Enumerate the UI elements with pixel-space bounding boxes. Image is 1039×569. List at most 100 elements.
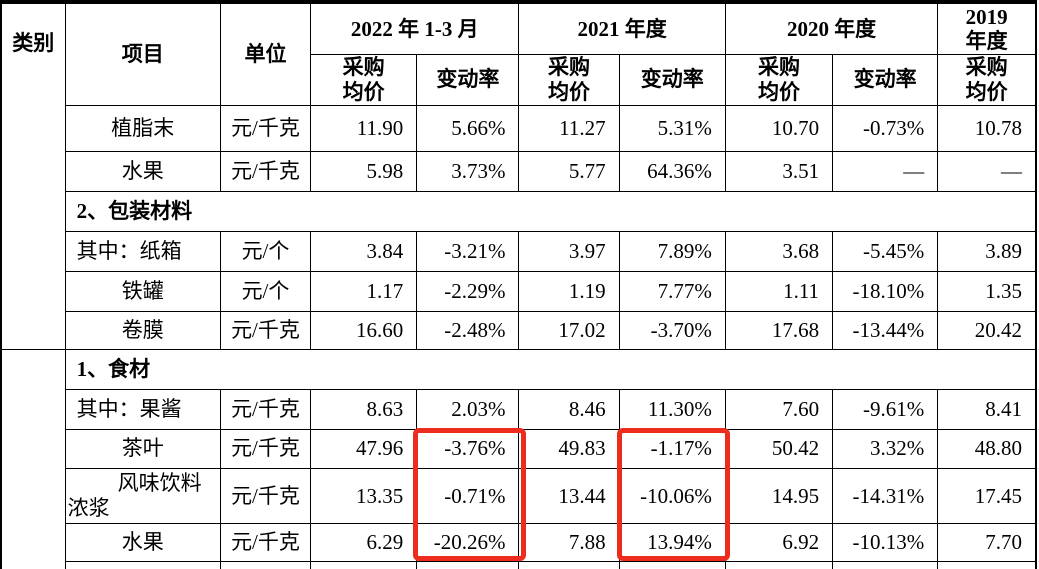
cell-unit: 元/千克 [219,104,312,152]
cell-change-2022q1: -3.21% [416,230,520,272]
cell-item: 植脂末 [64,104,221,152]
cell-change-2021: -1.17% [618,428,726,469]
cell-price-2020: 3.51 [724,150,834,192]
section-row: 1、食材 [0,348,1037,569]
cell-item: 风味饮料浓浆 [64,467,221,524]
category-group2-cell [0,348,66,569]
cell-change-2022q1 [416,560,520,569]
cell-item: 其中：果酱 [64,388,221,430]
cell-price-2022q1: 47.96 [310,428,418,469]
cell-price-2021: 8.46 [518,388,620,430]
cell-change-2020: -18.10% [832,270,939,312]
cell-price-2022q1 [310,560,418,569]
section-row: 2、包装材料 [1,190,1037,232]
table-row: 水果 元/千克 5.98 3.73% 5.77 64.36% 3.51 — — [1,150,1037,192]
cell-change-2021: 11.30% [618,388,726,430]
cell-price-2019: 3.89 [937,230,1037,272]
cell-price-2019: 1.35 [937,270,1037,312]
header-period-2022q1: 2022 年 1-3 月 [310,1,520,55]
cell-change-2022q1: 2.03% [416,388,520,430]
cell-price-2021: 5.77 [518,150,620,192]
cell-price-2022q1: 11.90 [310,104,418,152]
cell-change-2021: 7.77% [618,270,726,312]
cell-price-2019: 10.78 [937,104,1037,152]
cell-change-2020: -10.13% [832,522,939,562]
header-row-periods: 类别 项目 单位 2022 年 1-3 月 2021 年度 2020 年度 20… [0,1,1037,350]
cell-unit: 元/千克 [219,388,312,430]
cell-item [64,560,221,569]
header-item: 项目 [64,1,221,106]
cell-unit: 元/千克 [219,150,312,192]
cell-price-2019: 8.41 [937,388,1037,430]
table-row-partial [1,560,1037,569]
table-row: 铁罐 元/个 1.17 -2.29% 1.19 7.77% 1.11 -18.1… [1,270,1037,312]
cell-unit: 元/千克 [219,428,312,469]
cell-price-2021 [518,560,620,569]
header-category: 类别 [0,1,66,350]
cell-price-2021: 1.19 [518,270,620,312]
cell-change-2021: -10.06% [618,467,726,524]
cell-change-2022q1: -0.71% [416,467,520,524]
cell-change-2021: 7.89% [618,230,726,272]
cell-change-2022q1: -2.48% [416,310,520,350]
header-period-2019: 2019 年度 [937,1,1037,55]
cell-change-2020: -13.44% [832,310,939,350]
cell-price-2020: 14.95 [724,467,834,524]
cell-price-2022q1: 1.17 [310,270,418,312]
subheader-avg-2021: 采购均价 [518,53,620,106]
cell-price-2019: 17.45 [937,467,1037,524]
cell-price-2022q1: 13.35 [310,467,418,524]
subheader-avg-label: 采购均价 [965,55,1008,104]
header-unit: 单位 [219,1,312,106]
cell-price-2019 [937,560,1037,569]
cell-change-2021 [618,560,726,569]
cell-change-2020: -5.45% [832,230,939,272]
cell-price-2022q1: 16.60 [310,310,418,350]
cell-change-2022q1: -20.26% [416,522,520,562]
cell-price-2021: 13.44 [518,467,620,524]
cell-price-2019: 7.70 [937,522,1037,562]
cell-change-2020: -14.31% [832,467,939,524]
cell-change-2022q1: 5.66% [416,104,520,152]
cell-price-2020: 7.60 [724,388,834,430]
cell-item: 卷膜 [64,310,221,350]
cell-price-2020: 1.11 [724,270,834,312]
subheader-avg-2019: 采购均价 [937,53,1037,106]
header-period-2019-label: 2019 年度 [965,4,1008,53]
cell-unit: 元/千克 [219,467,312,524]
cell-change-2020: 3.32% [832,428,939,469]
cell-price-2019: 20.42 [937,310,1037,350]
cell-item: 茶叶 [64,428,221,469]
table-row: 风味饮料浓浆 元/千克 13.35 -0.71% 13.44 -10.06% 1… [1,467,1037,524]
cell-item: 水果 [64,150,221,192]
cell-price-2020 [724,560,834,569]
subheader-avg-2020: 采购均价 [724,53,834,106]
table-row: 其中：果酱 元/千克 8.63 2.03% 8.46 11.30% 7.60 -… [1,388,1037,430]
cell-change-2021: 13.94% [618,522,726,562]
cell-unit: 元/千克 [219,310,312,350]
cell-change-2022q1: -3.76% [416,428,520,469]
cell-price-2020: 50.42 [724,428,834,469]
table-row: 水果 元/千克 6.29 -20.26% 7.88 13.94% 6.92 -1… [1,522,1037,562]
subheader-avg-label: 采购均价 [342,55,385,104]
header-period-2020: 2020 年度 [724,1,939,55]
subheader-avg-label: 采购均价 [548,55,591,104]
subheader-change-2021: 变动率 [618,53,726,106]
cell-price-2020: 3.68 [724,230,834,272]
cell-price-2020: 17.68 [724,310,834,350]
cell-price-2019: — [937,150,1037,192]
cell-price-2022q1: 6.29 [310,522,418,562]
cell-unit: 元/个 [219,230,312,272]
cell-price-2021: 49.83 [518,428,620,469]
cell-unit: 元/千克 [219,522,312,562]
cell-item: 铁罐 [64,270,221,312]
cell-unit [219,560,312,569]
cell-change-2020: -0.73% [832,104,939,152]
cell-price-2020: 10.70 [724,104,834,152]
cell-change-2020: — [832,150,939,192]
cell-price-2022q1: 3.84 [310,230,418,272]
header-period-2021: 2021 年度 [518,1,726,55]
cell-price-2019: 48.80 [937,428,1037,469]
cell-price-2021: 17.02 [518,310,620,350]
